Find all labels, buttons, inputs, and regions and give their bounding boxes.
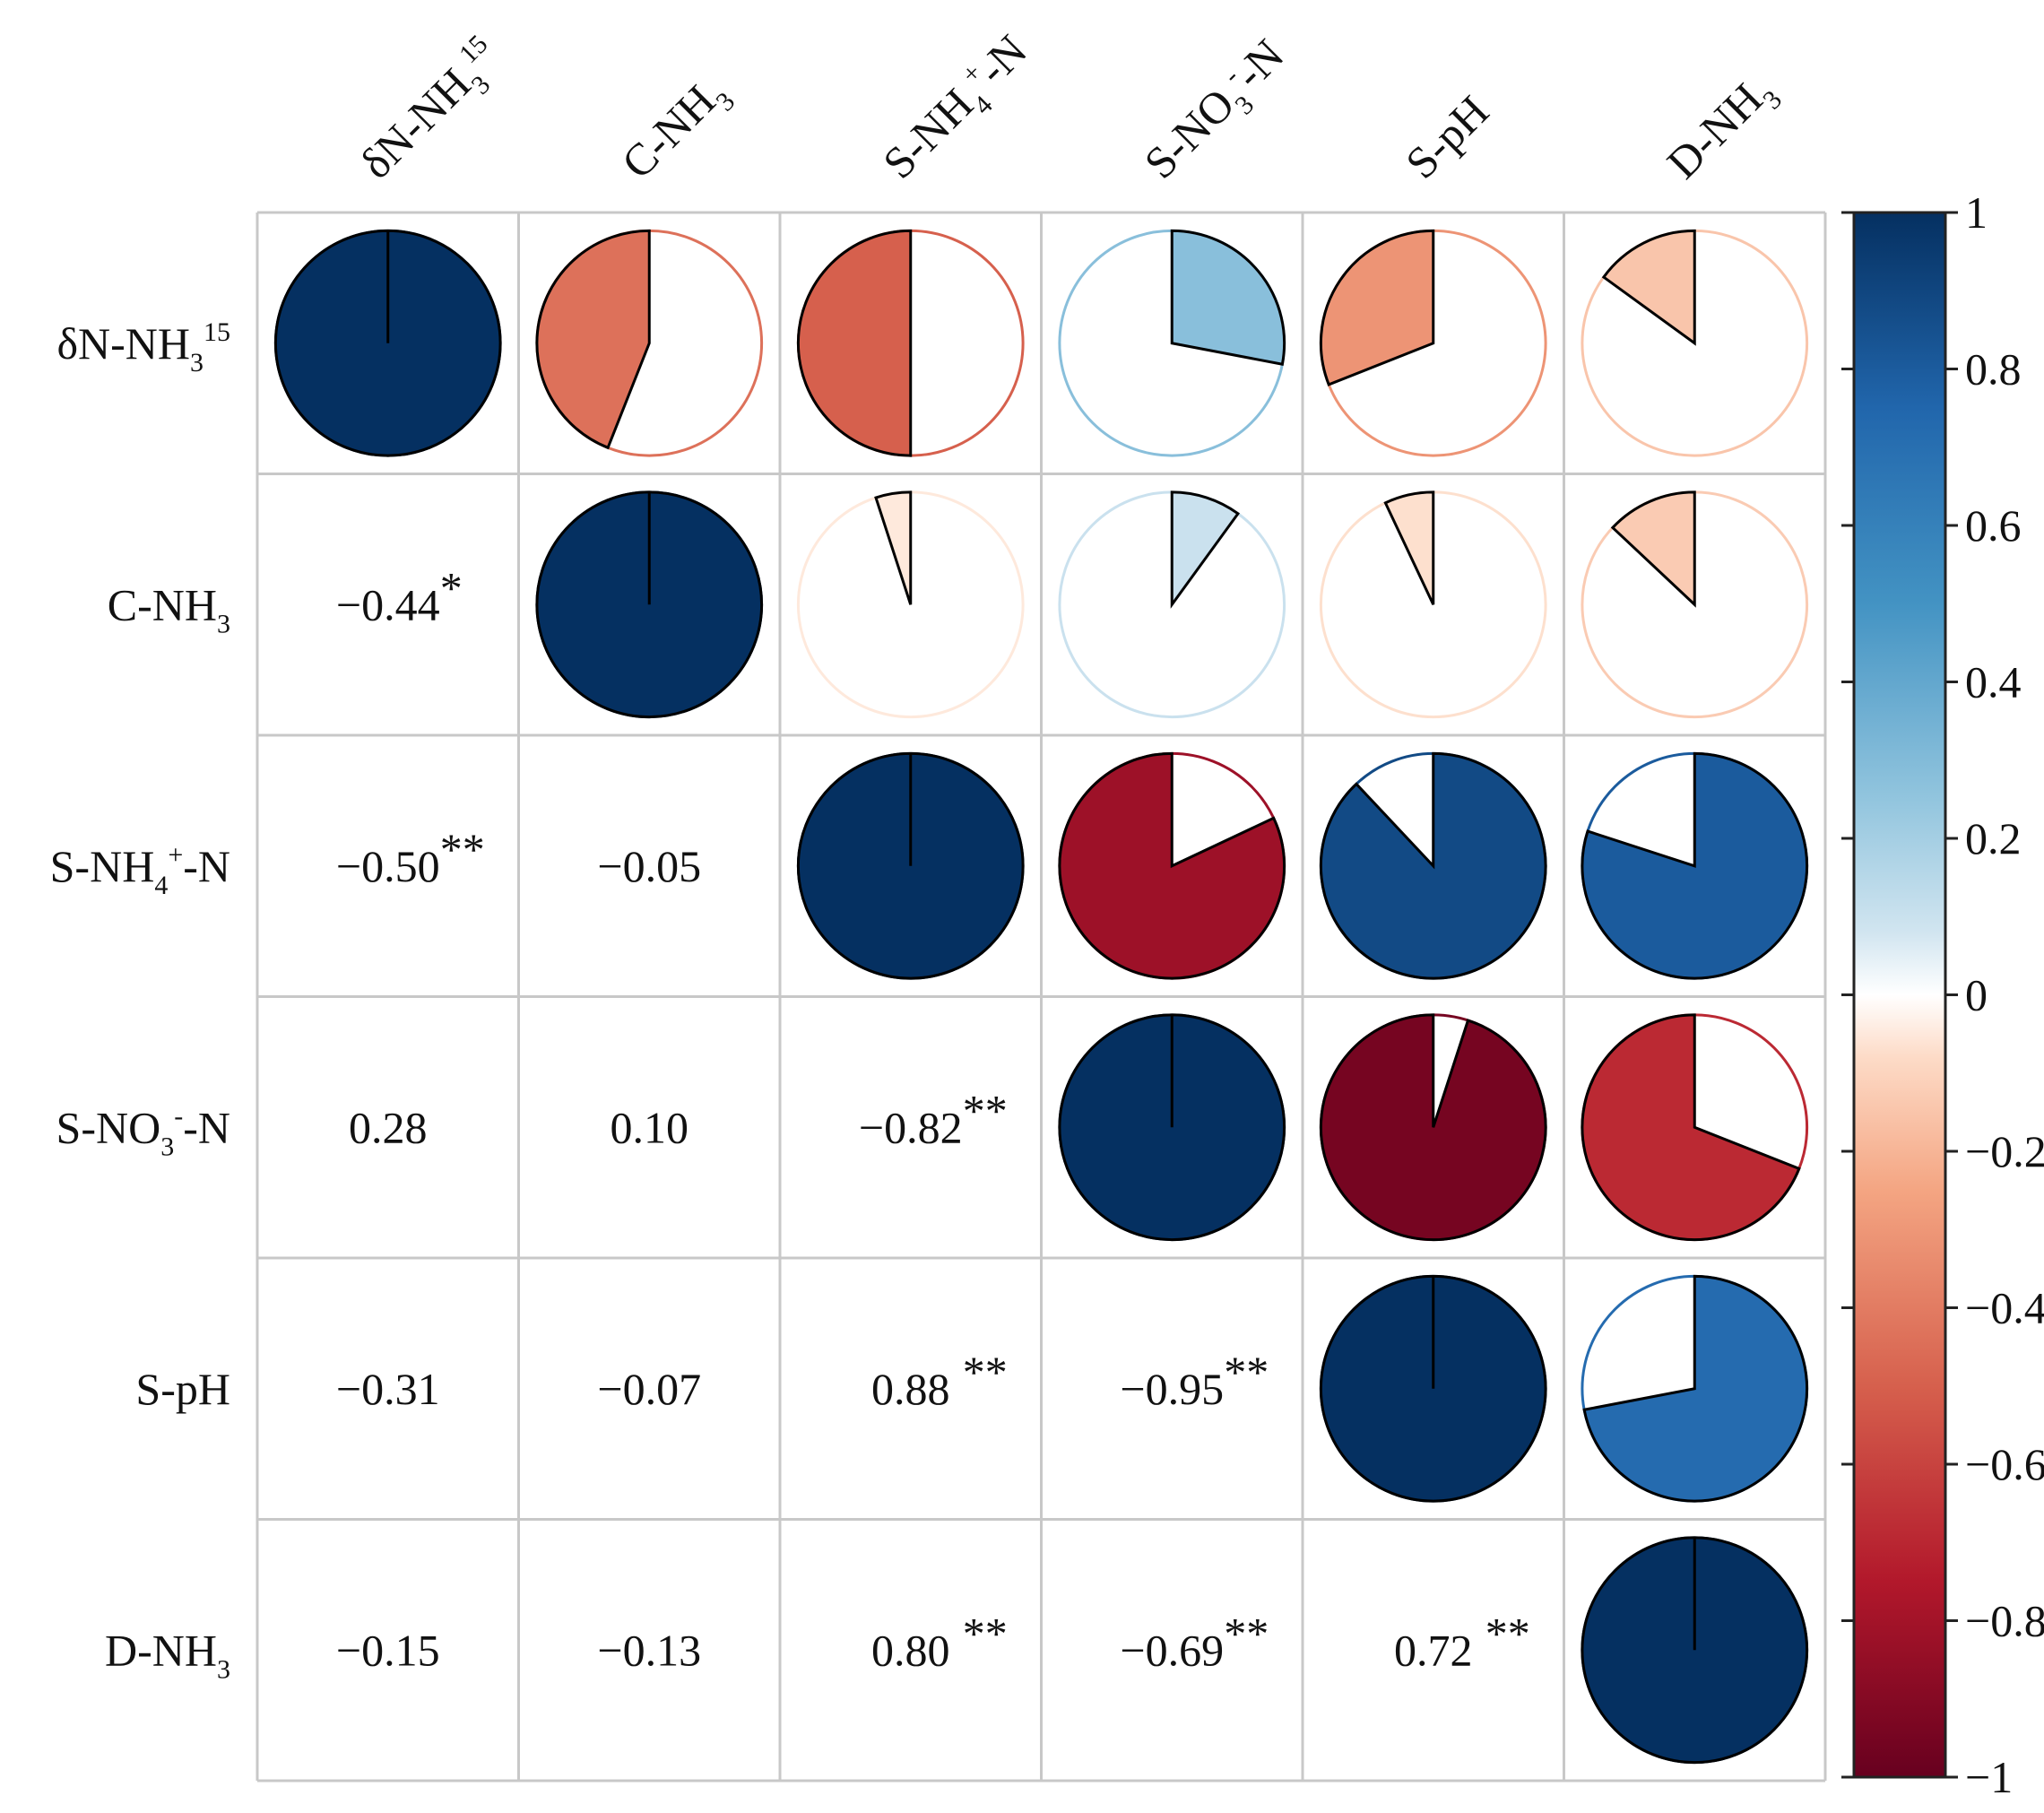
row-label-dnh3: D-NH3 [105, 1625, 230, 1684]
significance-marker: ** [1485, 1608, 1530, 1658]
coefficient-value: 0.72 [1394, 1625, 1473, 1675]
pie-cell-d15n-snh4 [796, 229, 1025, 457]
pie-cell-cnh3-cnh3 [535, 490, 764, 719]
pie-slice [535, 229, 651, 450]
colorbar-tick: 0.2 [1841, 813, 2022, 863]
colorbar-tick: 0.4 [1841, 657, 2022, 707]
pie-slice [1601, 229, 1696, 346]
colorbar-tick: −0.2 [1841, 1126, 2044, 1176]
colorbar-tick-label: −0.2 [1965, 1126, 2044, 1176]
pie-cell-sph-dnh3 [1581, 1274, 1809, 1503]
colorbar-tick: −0.4 [1841, 1283, 2044, 1333]
colorbar-tick: −0.6 [1841, 1439, 2044, 1489]
coefficient-value: 0.10 [611, 1102, 689, 1152]
pie-slice [1170, 229, 1286, 366]
colorbar-tick: 1 [1841, 187, 1988, 238]
coefficient-value: −0.95 [1120, 1364, 1224, 1414]
colorbar-tick-label: 1 [1965, 187, 1988, 238]
coefficient-value: −0.82 [859, 1102, 963, 1152]
pie-cell-d15n-sph [1319, 229, 1547, 457]
coefficient-value: −0.05 [597, 841, 701, 891]
pie-slice [1581, 751, 1809, 980]
pie-cell-cnh3-sph [1319, 490, 1547, 719]
column-label-sph: S-pH [1396, 86, 1498, 188]
colorbar-tick: −0.8 [1841, 1596, 2044, 1646]
pie-cell-cnh3-dnh3 [1581, 490, 1809, 719]
pie-slice [1581, 1013, 1801, 1242]
column-label-snh4: S-NH4+-N [872, 24, 1043, 195]
pie-cell-sno3-sno3 [1058, 1013, 1286, 1242]
colorbar-tick: −1 [1841, 1752, 2013, 1802]
colorbar-tick: 0.8 [1841, 344, 2022, 395]
pie-cell-d15n-cnh3 [535, 229, 764, 457]
coefficient-value: 0.88 [871, 1364, 950, 1414]
colorbar-tick: 0 [1841, 970, 1988, 1020]
coefficient-value: −0.13 [597, 1625, 701, 1675]
pie-slice [1170, 490, 1241, 609]
matrix-grid [256, 211, 1827, 1783]
colorbar-tick-label: 0.8 [1965, 344, 2022, 395]
significance-marker: ** [963, 1085, 1008, 1135]
pie-slice [1383, 490, 1435, 605]
coefficient-value: 0.80 [871, 1625, 950, 1675]
pie-cell-d15n-d15n [273, 229, 502, 457]
pie-cells [273, 229, 1809, 1765]
pie-cell-d15n-sno3 [1058, 229, 1286, 457]
coefficient-value: −0.07 [597, 1364, 701, 1414]
row-label-sph: S-pH [135, 1364, 230, 1414]
coefficient-value: 0.28 [349, 1102, 428, 1152]
pie-slice [1319, 229, 1435, 386]
colorbar-tick-label: −0.8 [1965, 1596, 2044, 1646]
pie-cell-snh4-sno3 [1058, 751, 1286, 980]
column-label-cnh3: C-NH3 [611, 65, 741, 195]
pie-cell-cnh3-snh4 [796, 490, 1025, 719]
pie-cell-snh4-dnh3 [1581, 751, 1809, 980]
column-label-sno3: S-NO3--N [1134, 29, 1300, 195]
significance-marker: ** [440, 824, 485, 874]
significance-marker: ** [963, 1608, 1008, 1658]
colorbar: 1 0.8 0.6 0.4 0.2 0 −0.2 −0.4 −0.6 −0.8 −1 [1841, 187, 2044, 1802]
row-label-d15n: δN-NH315 [56, 317, 230, 377]
colorbar-tick-label: 0 [1965, 970, 1988, 1020]
column-label-dnh3: D-NH3 [1657, 64, 1788, 195]
colorbar-tick-label: 0.2 [1965, 813, 2022, 863]
significance-marker: ** [963, 1347, 1008, 1397]
pie-cell-d15n-dnh3 [1581, 229, 1809, 457]
pie-slice [874, 490, 913, 605]
coefficient-value: −0.15 [336, 1625, 440, 1675]
pie-cell-dnh3-dnh3 [1581, 1536, 1809, 1765]
colorbar-gradient [1852, 211, 1947, 1779]
coefficient-value: −0.31 [336, 1364, 440, 1414]
coefficient-labels: −0.44 *−0.50 ** −0.050.28 0.10 −0.82 **−0.31 −0… [336, 562, 1530, 1675]
coefficient-value: −0.69 [1120, 1625, 1224, 1675]
pie-slice [1058, 751, 1286, 980]
coefficient-value: −0.44 [336, 579, 440, 629]
pie-slice [1610, 490, 1696, 608]
pie-slice [796, 229, 913, 457]
colorbar-tick: 0.6 [1841, 500, 2022, 551]
pie-slice [1582, 1274, 1809, 1503]
row-label-snh4: S-NH4+-N [50, 840, 230, 900]
pie-cell-snh4-sph [1319, 751, 1547, 980]
significance-marker: * [440, 562, 463, 612]
pie-cell-sno3-sph [1319, 1013, 1547, 1242]
pie-cell-snh4-snh4 [796, 751, 1025, 980]
pie-cell-sno3-dnh3 [1581, 1013, 1809, 1242]
pie-cell-cnh3-sno3 [1058, 490, 1286, 719]
colorbar-tick-label: −0.4 [1965, 1283, 2044, 1333]
colorbar-tick-label: 0.4 [1965, 657, 2022, 707]
coefficient-value: −0.50 [336, 841, 440, 891]
colorbar-tick-label: −1 [1965, 1752, 2013, 1802]
pie-cell-sph-sph [1319, 1274, 1547, 1503]
colorbar-tick-label: −0.6 [1965, 1439, 2044, 1489]
pie-slice [1319, 751, 1547, 980]
column-label-d15n: δN-NH315 [350, 30, 515, 195]
colorbar-tick-label: 0.6 [1965, 500, 2022, 551]
pie-slice [1319, 1013, 1547, 1242]
row-label-sno3: S-NO3--N [56, 1101, 230, 1161]
row-label-cnh3: C-NH3 [108, 579, 230, 638]
significance-marker: ** [1224, 1347, 1269, 1397]
significance-marker: ** [1224, 1608, 1269, 1658]
